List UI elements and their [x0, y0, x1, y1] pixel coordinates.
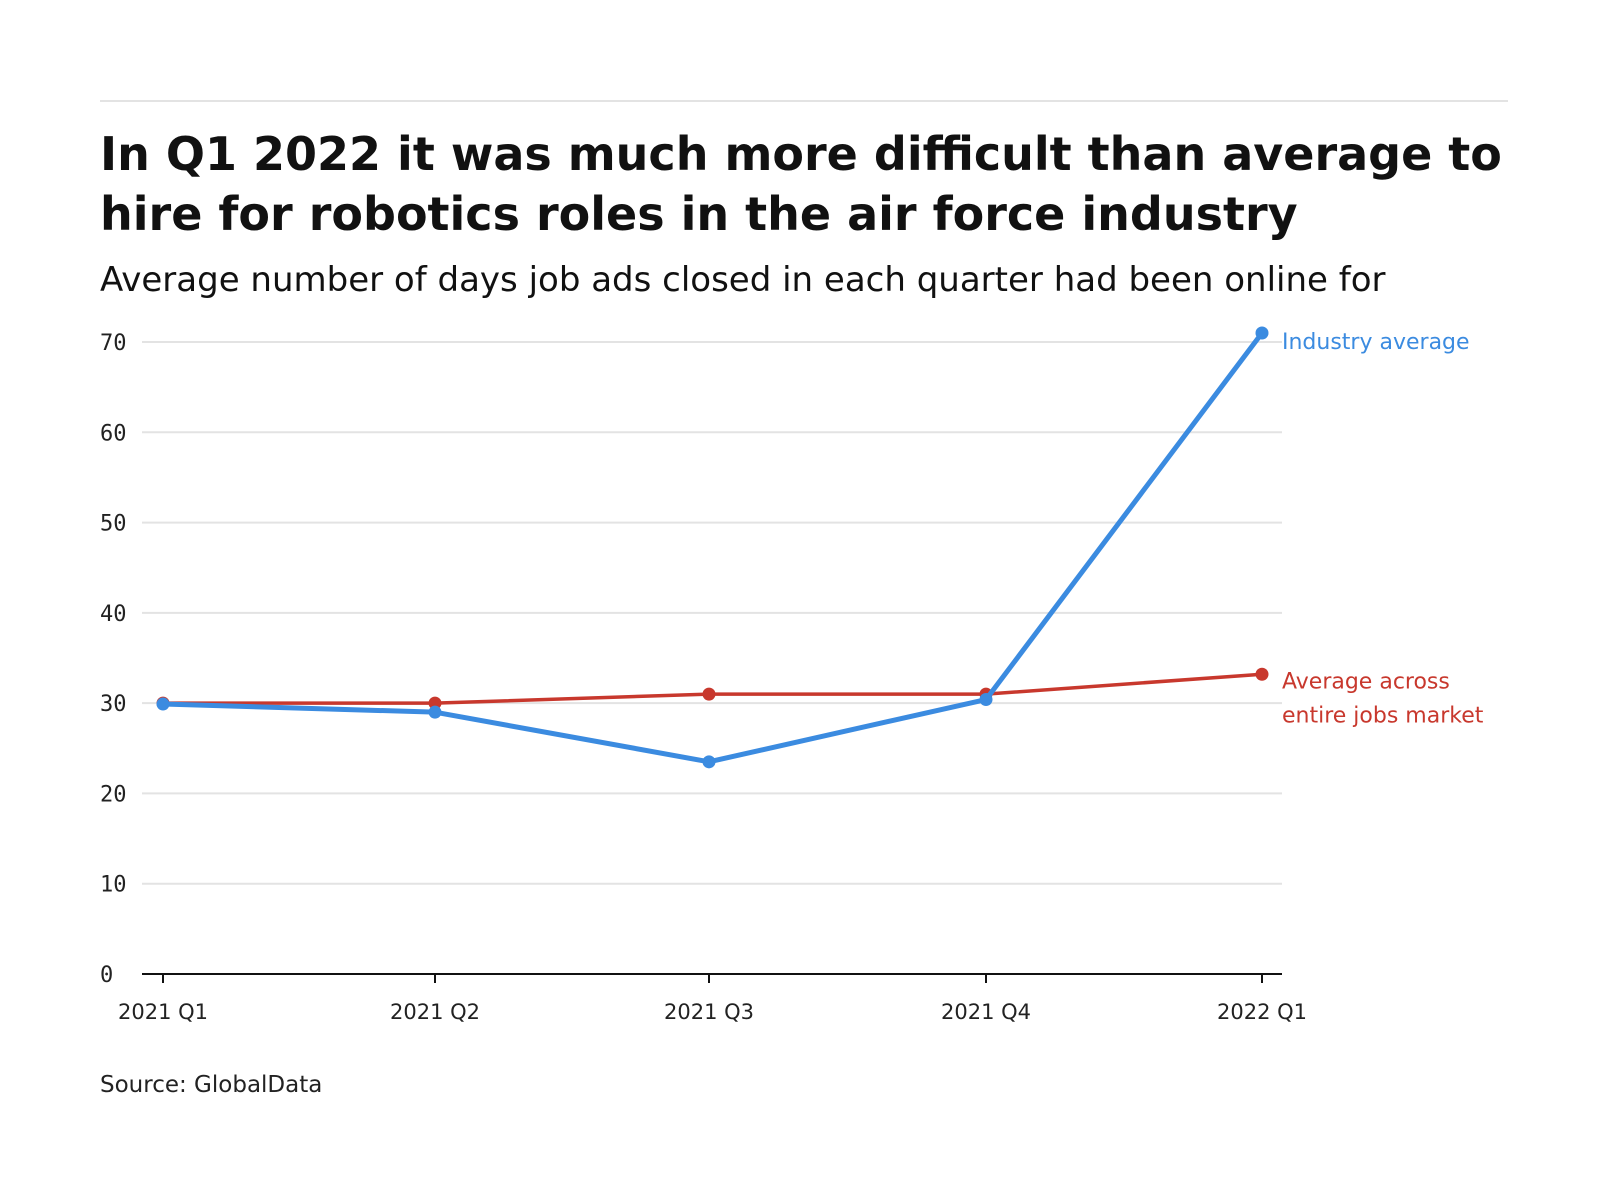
axes: 0 10 20 30 40 50 60 70 2021 Q1 2021 Q2 2021 Q3 2021…	[100, 331, 1307, 1024]
x-tick-label: 2021 Q3	[664, 1000, 754, 1024]
y-tick-label: 60	[100, 421, 127, 446]
industry-point	[979, 693, 993, 707]
chart-subtitle: Average number of days job ads closed in…	[100, 260, 1386, 300]
industry-point	[428, 705, 442, 719]
industry-point	[156, 697, 170, 711]
x-tick-label: 2021 Q4	[941, 1000, 1031, 1024]
y-tick-label: 40	[100, 602, 127, 627]
top-divider	[100, 100, 1508, 102]
chart-title: In Q1 2022 it was much more difficult th…	[100, 127, 1502, 241]
y-tick-label: 50	[100, 512, 127, 537]
market-series-label: Average across entire jobs market	[1282, 669, 1484, 728]
y-tick-label: 30	[100, 692, 127, 717]
market-point	[702, 687, 716, 701]
gridlines	[142, 341, 1282, 885]
series-lines	[156, 326, 1269, 769]
y-tick-label: 10	[100, 873, 127, 898]
y-tick-label: 20	[100, 782, 127, 807]
series-labels: Industry average Average across entire job…	[1282, 330, 1484, 728]
x-tick-label: 2021 Q2	[390, 1000, 480, 1024]
market-point	[1255, 667, 1269, 681]
industry-point	[1255, 326, 1269, 340]
y-tick-label: 0	[100, 963, 113, 988]
market-point	[428, 696, 442, 710]
x-tick-label: 2022 Q1	[1217, 1000, 1307, 1024]
industry-series-label: Industry average	[1282, 330, 1470, 355]
x-tick-label: 2021 Q1	[118, 1000, 208, 1024]
source-note: Source: GlobalData	[100, 1072, 323, 1098]
industry-point	[702, 755, 716, 769]
y-tick-label: 70	[100, 331, 127, 356]
